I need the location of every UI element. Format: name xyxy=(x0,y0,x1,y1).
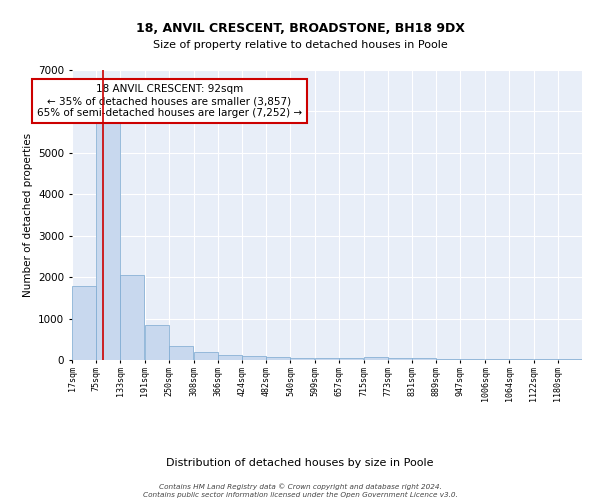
Bar xyxy=(96,120,120,360)
Bar xyxy=(145,325,169,360)
Bar xyxy=(218,356,242,360)
Text: 18 ANVIL CRESCENT: 92sqm
← 35% of detached houses are smaller (3,857)
65% of sem: 18 ANVIL CRESCENT: 92sqm ← 35% of detach… xyxy=(37,84,302,117)
Bar xyxy=(242,356,266,360)
Text: 18, ANVIL CRESCENT, BROADSTONE, BH18 9DX: 18, ANVIL CRESCENT, BROADSTONE, BH18 9DX xyxy=(136,22,464,36)
Bar xyxy=(340,358,364,360)
Bar xyxy=(412,358,436,360)
Bar xyxy=(121,275,145,360)
Bar xyxy=(194,352,218,360)
Bar xyxy=(388,358,412,360)
Bar xyxy=(315,358,339,360)
Bar xyxy=(485,359,509,360)
Text: Distribution of detached houses by size in Poole: Distribution of detached houses by size … xyxy=(166,458,434,468)
Bar xyxy=(266,357,290,360)
Text: Size of property relative to detached houses in Poole: Size of property relative to detached ho… xyxy=(152,40,448,50)
Bar xyxy=(72,286,96,360)
Text: Contains HM Land Registry data © Crown copyright and database right 2024.
Contai: Contains HM Land Registry data © Crown c… xyxy=(143,484,457,498)
Bar xyxy=(364,357,388,360)
Bar xyxy=(169,346,193,360)
Y-axis label: Number of detached properties: Number of detached properties xyxy=(23,133,32,297)
Bar xyxy=(460,359,484,360)
Bar xyxy=(436,358,460,360)
Bar xyxy=(509,359,533,360)
Bar xyxy=(290,358,314,360)
